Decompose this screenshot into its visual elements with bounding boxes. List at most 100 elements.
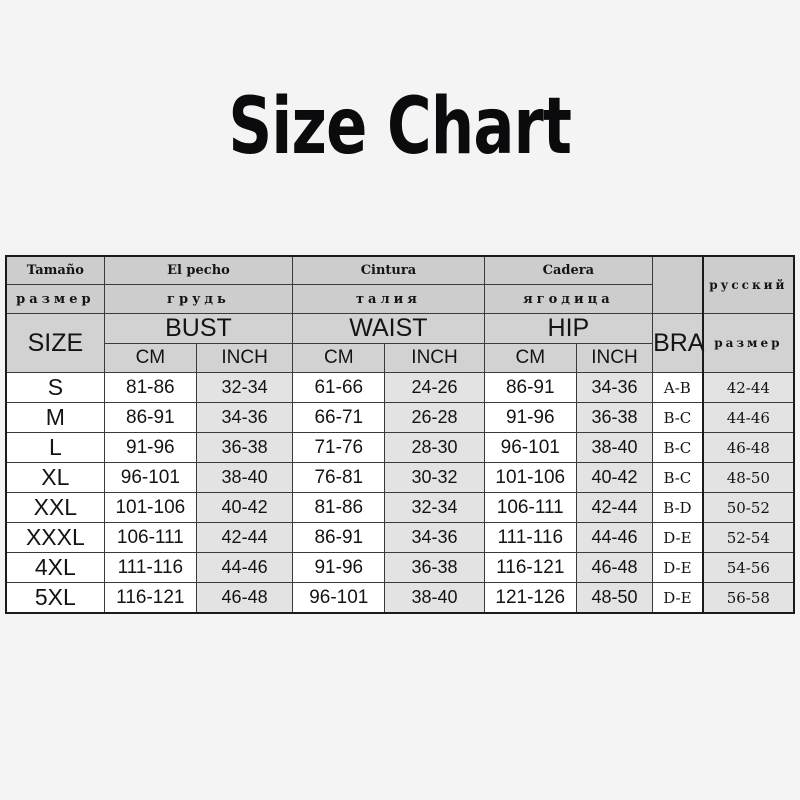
cell-waist-cm: 96-101 — [292, 582, 386, 614]
table-row: XL 96-101 38-40 76-81 30-32 101-106 40-4… — [5, 462, 795, 493]
table-row: L 91-96 36-38 71-76 28-30 96-101 38-40 B… — [5, 432, 795, 463]
table-row: 4XL 111-116 44-46 91-96 36-38 116-121 46… — [5, 552, 795, 583]
cell-hip-inch: 34-36 — [575, 372, 654, 403]
header-russian-language: русский — [701, 255, 795, 314]
cell-bra: B-C — [652, 402, 704, 433]
cell-ru-size: 42-44 — [701, 372, 795, 403]
cell-bra: A-B — [652, 372, 704, 403]
header-row-spanish: Tamaño El pecho Cintura Cadera русский — [5, 255, 795, 314]
cell-ru-size: 44-46 — [701, 402, 795, 433]
header-size-russian: размер — [5, 284, 105, 314]
cell-bust-cm: 101-106 — [103, 492, 197, 523]
header-waist-inch: INCH — [384, 343, 485, 373]
cell-hip-cm: 121-126 — [483, 582, 577, 614]
cell-hip-inch: 44-46 — [575, 522, 654, 553]
cell-waist-inch: 24-26 — [384, 372, 485, 403]
header-size-label: SIZE — [5, 313, 105, 373]
header-row-units: CM INCH CM INCH CM INCH — [6, 343, 794, 373]
cell-bra: B-C — [652, 432, 704, 463]
cell-bust-cm: 96-101 — [103, 462, 197, 493]
page-title-area: Size Chart — [0, 62, 800, 192]
cell-waist-inch: 38-40 — [384, 582, 485, 614]
header-row-russian: размер грудь талия ягодица — [5, 284, 794, 314]
header-waist-label: WAIST — [292, 313, 485, 344]
header-waist-spanish: Cintura — [292, 255, 485, 285]
header-size-spanish: Tamaño — [5, 255, 105, 285]
cell-bust-inch: 38-40 — [195, 462, 294, 493]
cell-hip-inch: 48-50 — [575, 582, 654, 614]
cell-bra: D-E — [652, 582, 704, 614]
cell-hip-inch: 46-48 — [575, 552, 654, 583]
cell-size: 5XL — [5, 582, 105, 614]
cell-size: L — [5, 432, 105, 463]
header-waist-cm: CM — [292, 343, 386, 373]
cell-bust-inch: 32-34 — [195, 372, 294, 403]
cell-size: XXL — [5, 492, 105, 523]
size-chart-table: Tamaño El pecho Cintura Cadera русский р… — [5, 255, 795, 614]
cell-bra: D-E — [652, 552, 704, 583]
cell-bra: B-D — [652, 492, 704, 523]
header-waist-russian: талия — [292, 284, 485, 314]
cell-hip-cm: 91-96 — [483, 402, 577, 433]
cell-ru-size: 54-56 — [701, 552, 795, 583]
cell-waist-inch: 26-28 — [384, 402, 485, 433]
cell-hip-inch: 36-38 — [575, 402, 654, 433]
header-hip-russian: ягодица — [483, 284, 654, 314]
cell-ru-size: 52-54 — [701, 522, 795, 553]
cell-size: 4XL — [5, 552, 105, 583]
page-title: Size Chart — [228, 82, 573, 172]
header-hip-label: HIP — [483, 313, 654, 344]
cell-ru-size: 56-58 — [701, 582, 795, 614]
header-hip-inch: INCH — [575, 343, 654, 373]
header-bust-label: BUST — [103, 313, 294, 344]
cell-size: S — [5, 372, 105, 403]
cell-bust-inch: 36-38 — [195, 432, 294, 463]
cell-bust-cm: 106-111 — [103, 522, 197, 553]
cell-bust-inch: 44-46 — [195, 552, 294, 583]
table-row: 5XL 116-121 46-48 96-101 38-40 121-126 4… — [5, 582, 795, 614]
cell-bust-inch: 42-44 — [195, 522, 294, 553]
header-russian-size-label: размер — [701, 313, 795, 373]
cell-waist-inch: 32-34 — [384, 492, 485, 523]
cell-bust-cm: 81-86 — [103, 372, 197, 403]
cell-bra: D-E — [652, 522, 704, 553]
table-row: M 86-91 34-36 66-71 26-28 91-96 36-38 B-… — [5, 402, 795, 433]
cell-hip-cm: 106-111 — [483, 492, 577, 523]
size-chart-table-wrapper: Tamaño El pecho Cintura Cadera русский р… — [5, 255, 795, 614]
table-row: XXXL 106-111 42-44 86-91 34-36 111-116 4… — [5, 522, 795, 553]
cell-ru-size: 50-52 — [701, 492, 795, 523]
table-row: XXL 101-106 40-42 81-86 32-34 106-111 42… — [5, 492, 795, 523]
cell-bust-cm: 91-96 — [103, 432, 197, 463]
header-row-groups: SIZE BUST WAIST HIP BRA размер — [5, 313, 795, 373]
cell-waist-inch: 36-38 — [384, 552, 485, 583]
header-bust-inch: INCH — [195, 343, 294, 373]
cell-size: XL — [5, 462, 105, 493]
cell-ru-size: 46-48 — [701, 432, 795, 463]
cell-hip-cm: 101-106 — [483, 462, 577, 493]
cell-waist-cm: 91-96 — [292, 552, 386, 583]
cell-hip-inch: 38-40 — [575, 432, 654, 463]
cell-hip-cm: 111-116 — [483, 522, 577, 553]
cell-size: XXXL — [5, 522, 105, 553]
cell-waist-inch: 34-36 — [384, 522, 485, 553]
cell-bust-inch: 40-42 — [195, 492, 294, 523]
cell-size: M — [5, 402, 105, 433]
cell-hip-inch: 40-42 — [575, 462, 654, 493]
header-hip-spanish: Cadera — [483, 255, 654, 285]
cell-hip-cm: 86-91 — [483, 372, 577, 403]
cell-bust-inch: 46-48 — [195, 582, 294, 614]
header-bust-russian: грудь — [103, 284, 294, 314]
cell-waist-inch: 28-30 — [384, 432, 485, 463]
cell-bust-cm: 86-91 — [103, 402, 197, 433]
header-bra-blank — [652, 255, 704, 314]
cell-hip-cm: 96-101 — [483, 432, 577, 463]
table-row: S 81-86 32-34 61-66 24-26 86-91 34-36 A-… — [5, 372, 795, 403]
cell-waist-cm: 81-86 — [292, 492, 386, 523]
header-bust-spanish: El pecho — [103, 255, 294, 285]
cell-waist-cm: 86-91 — [292, 522, 386, 553]
header-hip-cm: CM — [483, 343, 577, 373]
cell-hip-inch: 42-44 — [575, 492, 654, 523]
cell-ru-size: 48-50 — [701, 462, 795, 493]
cell-bust-inch: 34-36 — [195, 402, 294, 433]
